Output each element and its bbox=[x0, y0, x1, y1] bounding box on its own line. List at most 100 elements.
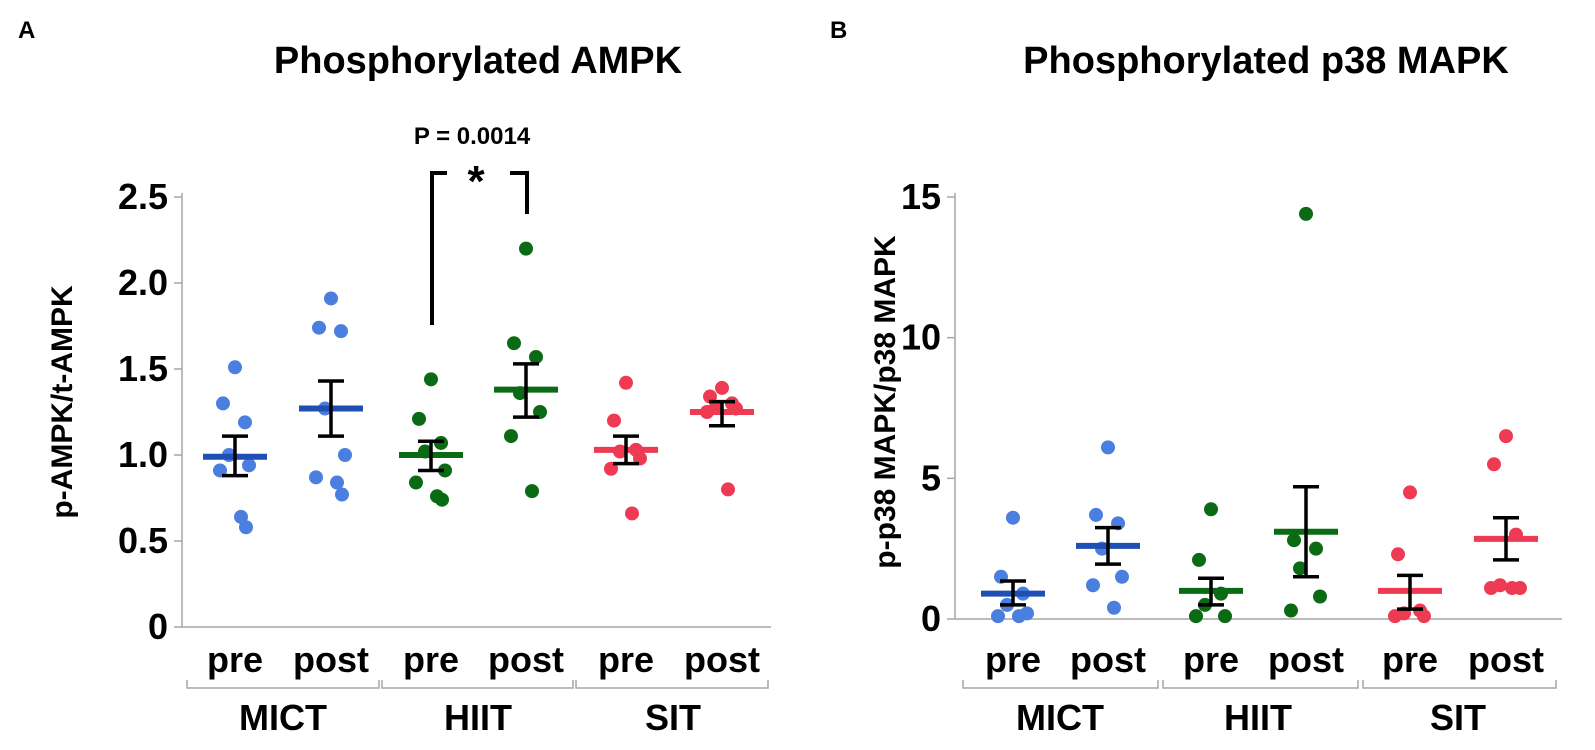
panel-a-title: Phosphorylated AMPK bbox=[274, 40, 683, 82]
panel-a-data-point-mict-post bbox=[312, 320, 326, 335]
panel-a-data-point-mict-pre bbox=[239, 520, 253, 535]
panel-b-data-point-mict-post bbox=[1107, 600, 1121, 615]
panel-a-label: A bbox=[18, 17, 35, 44]
panel-b-data-point-mict-post bbox=[1086, 578, 1100, 593]
panel-b-data-point-hiit-post bbox=[1309, 541, 1323, 556]
panel-b-y-tick-label: 15 bbox=[901, 176, 941, 217]
panel-a-data-point-mict-post bbox=[334, 324, 348, 339]
panel-b-data-point-sit-pre bbox=[1403, 485, 1417, 500]
panel-a-data-point-hiit-pre bbox=[435, 492, 449, 507]
panel-a-x-tick-label-hiit-pre: pre bbox=[403, 639, 459, 680]
panel-b-data-point-sit-post bbox=[1505, 581, 1519, 596]
panel-b-x-tick-label-sit-post: post bbox=[1468, 639, 1544, 680]
panel-a-data-point-mict-post bbox=[324, 291, 338, 306]
panel-a-p-value: P = 0.0014 bbox=[414, 123, 531, 150]
panel-b-label: B bbox=[830, 17, 847, 44]
panel-b-data-point-mict-pre bbox=[1012, 609, 1026, 624]
panel-a-significance-bracket-left bbox=[430, 171, 447, 325]
panel-b-data-point-mict-pre bbox=[991, 609, 1005, 624]
panel-a-group-label-hiit: HIIT bbox=[444, 697, 512, 738]
panel-a-x-tick-label-sit-pre: pre bbox=[598, 639, 654, 680]
panel-a-x-tick-label-mict-post: post bbox=[293, 639, 369, 680]
panel-a-y-tick-label: 2.5 bbox=[118, 176, 168, 217]
panel-b-data-point-hiit-post bbox=[1293, 561, 1307, 576]
panel-a-group-label-sit: SIT bbox=[645, 697, 701, 738]
panel-a-data-point-sit-pre bbox=[625, 506, 639, 521]
panel-a-data-point-hiit-pre bbox=[412, 411, 426, 426]
panel-a-data-point-hiit-post bbox=[504, 429, 518, 444]
panel-a-data-point-mict-post bbox=[338, 448, 352, 462]
panel-a-data-point-mict-post bbox=[330, 475, 344, 490]
panel-b-x-tick-label-mict-pre: pre bbox=[985, 639, 1041, 680]
panel-a-group-bracket-hiit bbox=[381, 680, 574, 689]
panel-b-data-point-hiit-pre bbox=[1192, 552, 1206, 567]
panel-b-data-point-sit-pre bbox=[1417, 609, 1431, 624]
panel-b-group-label-mict: MICT bbox=[1016, 697, 1104, 738]
panel-a-y-axis-label: p-AMPK/t-AMPK bbox=[46, 285, 79, 519]
panel-b-y-tick-label: 0 bbox=[921, 598, 941, 639]
panel-b-group-bracket-mict bbox=[962, 680, 1159, 689]
panel-b-data-point-hiit-post bbox=[1313, 589, 1327, 604]
panel-a-significance-star: * bbox=[467, 157, 485, 206]
panel-a-data-point-mict-pre bbox=[216, 396, 230, 411]
panel-a-y-tick-label: 1.5 bbox=[118, 348, 168, 389]
panel-a-significance-bracket-right bbox=[510, 171, 529, 214]
panel-a-data-point-mict-pre bbox=[242, 458, 256, 473]
panel-a-y-tick-label: 1.0 bbox=[118, 434, 168, 475]
panel-a-data-point-hiit-post bbox=[507, 336, 521, 351]
panel-b-group-bracket-hiit bbox=[1162, 680, 1359, 689]
panel-a-data-point-hiit-pre bbox=[409, 475, 423, 490]
panel-a-data-point-mict-post bbox=[335, 487, 349, 502]
panel-a-data-point-sit-post bbox=[715, 380, 729, 395]
panel-b-title: Phosphorylated p38 MAPK bbox=[1023, 40, 1509, 82]
panel-a-x-tick-label-sit-post: post bbox=[684, 639, 760, 680]
panel-b-data-point-sit-pre bbox=[1391, 547, 1405, 562]
panel-b-data-point-hiit-pre bbox=[1189, 609, 1203, 624]
panel-b-data-point-mict-post bbox=[1115, 569, 1129, 584]
panel-b-data-point-mict-post bbox=[1089, 507, 1103, 522]
panel-b-data-point-hiit-post bbox=[1284, 603, 1298, 618]
panel-a-data-point-hiit-pre bbox=[424, 372, 438, 387]
panel-a-x-tick-label-hiit-post: post bbox=[488, 639, 564, 680]
panel-a-y-tick-label: 0.5 bbox=[118, 520, 168, 561]
panel-b-x-tick-label-hiit-post: post bbox=[1268, 639, 1344, 680]
panel-a-data-point-mict-pre bbox=[228, 360, 242, 375]
panel-a-data-point-sit-pre bbox=[619, 375, 633, 390]
panel-b-x-tick-label-sit-pre: pre bbox=[1382, 639, 1438, 680]
panel-b-data-point-mict-post bbox=[1101, 440, 1115, 455]
panel-b-data-point-hiit-pre bbox=[1204, 502, 1218, 517]
panel-b-data-point-sit-pre bbox=[1388, 609, 1402, 624]
panel-b-data-point-hiit-post bbox=[1287, 533, 1301, 548]
panel-b-data-point-hiit-pre bbox=[1218, 609, 1232, 624]
panel-a-data-point-hiit-post bbox=[519, 241, 533, 256]
panel-a-data-point-mict-pre bbox=[238, 415, 252, 430]
panel-b-group-bracket-sit bbox=[1362, 680, 1557, 689]
panel-a-data-point-hiit-post bbox=[529, 349, 543, 364]
panel-b-data-point-mict-pre bbox=[1006, 510, 1020, 525]
panel-a-y-tick-label: 2.0 bbox=[118, 262, 168, 303]
panel-a-data-point-mict-post bbox=[309, 470, 323, 485]
panel-b-group-label-sit: SIT bbox=[1430, 697, 1486, 738]
panel-a-group-bracket-sit bbox=[575, 680, 769, 689]
panel-a-data-point-sit-post bbox=[721, 482, 735, 497]
panel-b-data-point-sit-post bbox=[1484, 581, 1498, 596]
panel-a-data-point-sit-pre bbox=[607, 413, 621, 428]
panel-b-y-tick-label: 5 bbox=[921, 457, 941, 498]
panel-a-data-point-hiit-post bbox=[525, 484, 539, 499]
panel-a-x-tick-label-mict-pre: pre bbox=[207, 639, 263, 680]
panel-a-y-tick-label: 0 bbox=[148, 606, 168, 647]
panel-b-group-label-hiit: HIIT bbox=[1224, 697, 1292, 738]
panel-a-data-point-hiit-pre bbox=[438, 463, 452, 478]
panel-b-data-point-sit-post bbox=[1487, 457, 1501, 472]
panel-b-data-point-sit-post bbox=[1499, 429, 1513, 444]
panel-b-x-tick-label-hiit-pre: pre bbox=[1183, 639, 1239, 680]
panel-b-y-tick-label: 10 bbox=[901, 317, 941, 358]
panel-b-x-tick-label-mict-post: post bbox=[1070, 639, 1146, 680]
panel-a-group-label-mict: MICT bbox=[239, 697, 327, 738]
panel-b-y-axis-label: p-p38 MAPK/p38 MAPK bbox=[869, 235, 902, 569]
panel-a-group-bracket-mict bbox=[186, 680, 380, 689]
panel-b-data-point-hiit-post bbox=[1299, 206, 1313, 221]
